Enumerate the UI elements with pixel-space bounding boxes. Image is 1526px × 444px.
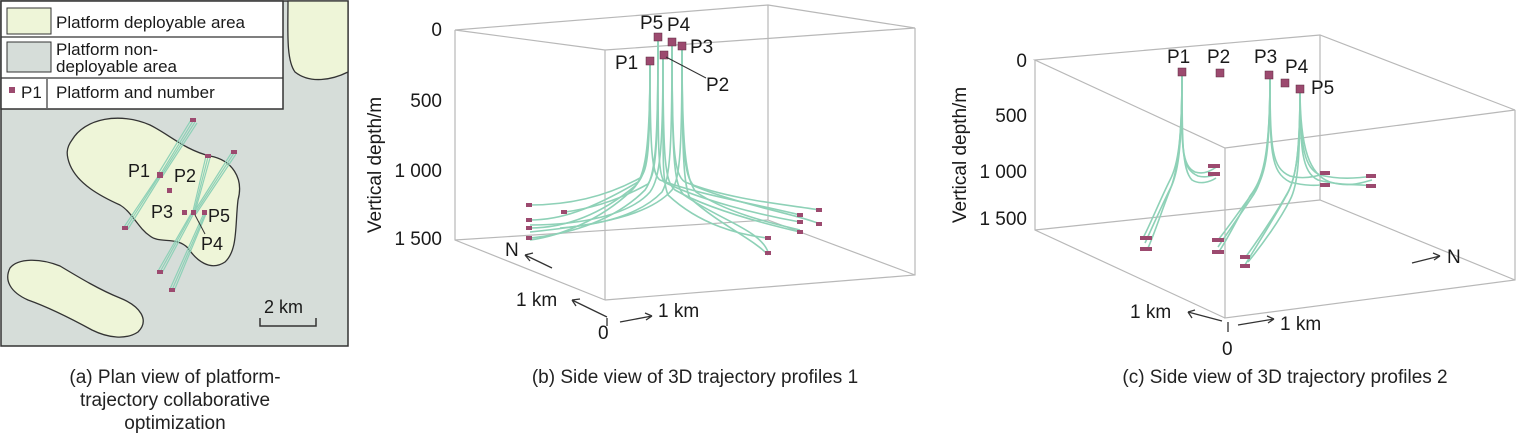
tick-c-1500: 1 500 (979, 209, 1027, 230)
platform-label-b-p2: P2 (706, 75, 729, 96)
platform-label-c-p4: P4 (1285, 57, 1309, 78)
platform-label-c-p2: P2 (1207, 47, 1230, 68)
platforms-b (645, 32, 687, 66)
legend-deployable: Platform deployable area (56, 13, 246, 32)
origin-label-c: 0 (1222, 339, 1233, 360)
caption-c: (c) Side view of 3D trajectory profiles … (1122, 367, 1448, 388)
km-arrow-c-1 (1187, 309, 1223, 322)
tick-b-500: 500 (410, 91, 442, 112)
north-arrow-c (1411, 252, 1441, 264)
plan-trajectories (123, 119, 237, 292)
tick-c-1000: 1 000 (979, 162, 1027, 183)
leader-b-p2 (665, 56, 707, 79)
deployable-area-corner (287, 0, 349, 81)
platform-label-b-p1: P1 (615, 53, 638, 74)
plan-label-p5: P5 (208, 206, 230, 226)
legend-platform: Platform and number (56, 83, 215, 102)
deployable-area-lower (7, 259, 144, 338)
plan-leader-p4 (194, 214, 206, 235)
tick-c-500: 500 (995, 106, 1027, 127)
platform-label-b-p3: P3 (690, 37, 713, 58)
plan-label-p4: P4 (201, 234, 223, 254)
plan-platforms (157, 172, 207, 215)
trajectories-c (1142, 71, 1373, 266)
platform-label-c-p3: P3 (1254, 47, 1277, 68)
legend-swatch-deployable (6, 7, 52, 35)
platforms-c (1177, 67, 1305, 94)
platform-label-c-p1: P1 (1167, 47, 1190, 68)
tick-b-1500: 1 500 (394, 229, 442, 250)
north-arrow-b (524, 252, 553, 269)
caption-a: (a) Plan view of platform- trajectory co… (69, 367, 281, 434)
km-label-c-1: 1 km (1130, 302, 1171, 323)
km-arrow-c-2 (1237, 315, 1275, 326)
endpoints-c (1140, 164, 1376, 268)
legend-swatch-non-deployable (6, 41, 52, 73)
platform-label-b-p4: P4 (667, 15, 691, 36)
legend-non-deployable-2: deployable area (56, 57, 178, 76)
y-axis-c: 0 500 1 000 1 500 Vertical depth/m (950, 51, 1027, 230)
y-axis-b: 0 500 1 000 1 500 Vertical depth/m (365, 20, 442, 250)
plan-view-panel: P1 P2 P3 P5 P4 2 km Platform deployable … (0, 0, 349, 347)
side-view-1-panel: 0 500 1 000 1 500 Vertical depth/m (365, 4, 916, 344)
km-label-c-2: 1 km (1280, 314, 1321, 335)
side-view-2-panel: 0 500 1 000 1 500 Vertical depth/m (950, 34, 1516, 360)
plan-label-p2: P2 (174, 166, 196, 186)
north-label-c: N (1447, 247, 1461, 268)
north-label-b: N (505, 240, 519, 261)
y-axis-label-c: Vertical depth/m (950, 87, 971, 223)
plan-label-p3: P3 (151, 202, 173, 222)
tick-b-1000: 1 000 (394, 161, 442, 182)
tick-b-0: 0 (431, 20, 442, 41)
plan-scale-label: 2 km (264, 297, 303, 317)
legend-platform-marker (9, 87, 15, 93)
caption-b: (b) Side view of 3D trajectory profiles … (531, 367, 859, 388)
y-axis-label-b: Vertical depth/m (365, 97, 386, 233)
plan-endpoints (122, 118, 237, 292)
trajectories-b (529, 39, 821, 256)
plan-scale-bar (259, 318, 317, 327)
platform-label-b-p5: P5 (640, 13, 663, 34)
box-edges-c (1032, 34, 1516, 319)
legend-non-deployable-1: Platform non- (56, 40, 158, 59)
tick-c-0: 0 (1016, 51, 1027, 72)
km-arrow-b-2 (619, 312, 653, 323)
platform-label-c-p5: P5 (1311, 78, 1334, 99)
km-arrow-b-1 (571, 298, 608, 318)
km-label-b-2: 1 km (658, 301, 699, 322)
plan-label-p1: P1 (128, 161, 150, 181)
origin-label-b: 0 (598, 323, 609, 344)
box-edges-b (454, 4, 916, 301)
endpoints-b (526, 203, 822, 255)
legend-platform-id: P1 (21, 83, 42, 102)
km-label-b-1: 1 km (516, 290, 557, 311)
